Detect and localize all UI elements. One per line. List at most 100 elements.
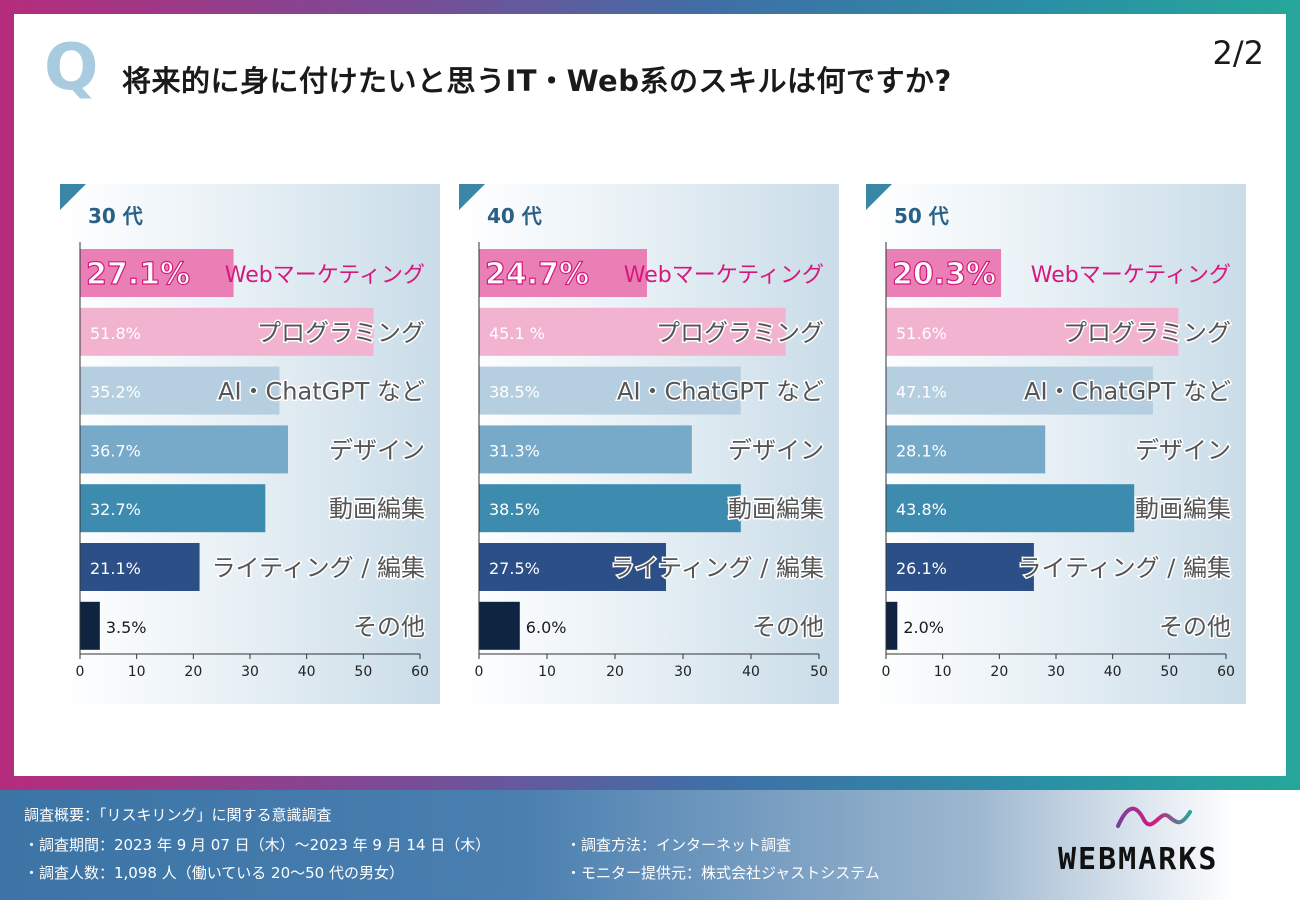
bar <box>479 543 666 591</box>
category-label: その他 <box>1159 613 1231 641</box>
value-label: 27.5% <box>489 559 540 578</box>
category-label: ライティング / 編集 <box>1018 554 1231 582</box>
logo-wave-icon <box>1116 806 1192 828</box>
bar-chart-40s: 24.7% Webマーケティング 45.1 % プログラミング 38.5% AI・Chat… <box>475 242 828 680</box>
corner-marker <box>60 184 86 210</box>
value-label: 35.2% <box>90 383 141 402</box>
x-tick-label: 30 <box>241 664 259 680</box>
footer-band: 調査概要：「リスキリング」に関する意識調査 ・調査期間：2023 年 9 月 0… <box>0 790 1300 900</box>
chart-panel-50s: 50 代 20.3% Webマーケティング 51.6% プログラミング 47.1% AI・… <box>866 184 1246 704</box>
category-label: Webマーケティング <box>225 263 425 288</box>
category-label: AI・ChatGPT など <box>1024 378 1231 406</box>
q-icon: Q <box>44 31 99 105</box>
chart-panel-40s: 40 代 24.7% Webマーケティング 45.1 % プログラミング 38.5% AI… <box>459 184 839 704</box>
value-label: 6.0% <box>526 618 567 637</box>
bar <box>479 425 692 474</box>
value-label: 38.5% <box>489 383 540 402</box>
category-label: Webマーケティング <box>624 263 824 288</box>
category-label: ライティング / 編集 <box>212 554 425 582</box>
survey-summary: 調査概要：「リスキリング」に関する意識調査 <box>24 806 332 824</box>
category-label: AI・ChatGPT など <box>617 378 824 406</box>
category-label: その他 <box>752 613 824 641</box>
category-label: プログラミング <box>656 319 824 347</box>
category-label: 動画編集 <box>728 495 824 523</box>
x-tick-label: 60 <box>411 664 429 680</box>
x-tick-label: 10 <box>538 664 556 680</box>
bar <box>80 307 374 356</box>
value-label: 31.3% <box>489 441 540 460</box>
bar <box>886 484 1135 533</box>
x-tick-label: 20 <box>606 664 624 680</box>
bar <box>479 366 741 415</box>
value-label: 26.1% <box>896 559 947 578</box>
x-tick-label: 50 <box>1160 664 1178 680</box>
bar <box>479 484 741 533</box>
bar <box>886 601 898 650</box>
category-label: デザイン <box>329 436 425 464</box>
corner-marker <box>866 184 892 210</box>
age-label: 40 代 <box>487 204 542 228</box>
x-tick-label: 0 <box>76 664 85 680</box>
survey-method: ・調査方法：インターネット調査 <box>566 836 792 854</box>
bar <box>80 425 288 474</box>
survey-provider: ・モニター提供元：株式会社ジャストシステム <box>566 864 880 882</box>
category-label: プログラミング <box>257 319 425 347</box>
webmarks-logo: WEBMARKS <box>1058 842 1219 877</box>
bar <box>80 249 234 297</box>
value-label: 36.7% <box>90 441 141 460</box>
x-tick-label: 40 <box>1104 664 1122 680</box>
value-label: 51.6% <box>896 324 947 343</box>
x-tick-label: 0 <box>882 664 891 680</box>
page-number: 2/2 <box>1212 34 1265 72</box>
bar <box>886 543 1034 591</box>
survey-period: ・調査期間：2023 年 9 月 07 日（木）〜2023 年 9 月 14 日… <box>24 836 491 854</box>
x-tick-label: 50 <box>354 664 372 680</box>
bar-chart-30s: 27.1% Webマーケティング 51.8% プログラミング 35.2% AI・ChatG… <box>76 242 429 680</box>
bar-chart-50s: 20.3% Webマーケティング 51.6% プログラミング 47.1% AI・ChatG… <box>882 242 1235 680</box>
x-tick-label: 30 <box>674 664 692 680</box>
bar <box>479 307 786 356</box>
category-label: デザイン <box>728 436 824 464</box>
bar <box>886 249 1002 297</box>
age-label: 30 代 <box>88 204 143 228</box>
value-label: 43.8% <box>896 500 947 519</box>
x-tick-label: 20 <box>184 664 202 680</box>
category-label: デザイン <box>1135 436 1231 464</box>
x-tick-label: 10 <box>128 664 146 680</box>
bar <box>886 366 1153 415</box>
category-label: 動画編集 <box>1135 495 1231 523</box>
value-label: 3.5% <box>106 618 147 637</box>
bar <box>479 249 647 297</box>
survey-respondents: ・調査人数：1,098 人（働いている 20〜50 代の男女） <box>24 864 404 882</box>
value-label: 27.1% <box>86 257 190 292</box>
value-label: 24.7% <box>485 257 589 292</box>
x-tick-label: 20 <box>990 664 1008 680</box>
category-label: プログラミング <box>1063 319 1231 347</box>
x-tick-label: 0 <box>475 664 484 680</box>
page-title: 将来的に身に付けたいと思うIT・Web系のスキルは何ですか? <box>122 64 952 98</box>
bar <box>80 484 266 533</box>
value-label: 51.8% <box>90 324 141 343</box>
x-tick-label: 50 <box>810 664 828 680</box>
value-label: 47.1% <box>896 383 947 402</box>
value-label: 32.7% <box>90 500 141 519</box>
corner-marker <box>459 184 485 210</box>
x-tick-label: 40 <box>298 664 316 680</box>
value-label: 2.0% <box>903 618 944 637</box>
x-tick-label: 10 <box>934 664 952 680</box>
bar <box>80 543 200 591</box>
category-label: ライティング / 編集 <box>611 554 824 582</box>
category-label: 動画編集 <box>329 495 425 523</box>
bar <box>479 601 520 650</box>
bar <box>886 425 1046 474</box>
value-label: 45.1 % <box>489 324 545 343</box>
bar <box>80 601 100 650</box>
x-tick-label: 40 <box>742 664 760 680</box>
category-label: AI・ChatGPT など <box>218 378 425 406</box>
x-tick-label: 30 <box>1047 664 1065 680</box>
category-label: Webマーケティング <box>1031 263 1231 288</box>
bar <box>886 307 1179 356</box>
category-label: その他 <box>353 613 425 641</box>
value-label: 21.1% <box>90 559 141 578</box>
value-label: 28.1% <box>896 441 947 460</box>
